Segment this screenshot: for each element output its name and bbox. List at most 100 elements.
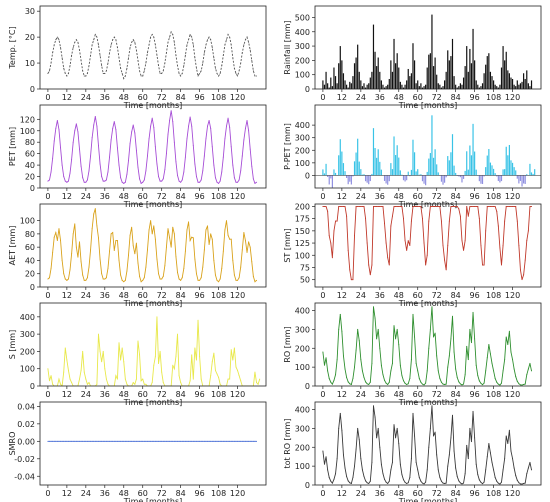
totro-point bbox=[512, 458, 514, 460]
temp-x-tick-label: 108 bbox=[211, 93, 226, 102]
ppet-bar bbox=[455, 172, 457, 176]
totro-point bbox=[388, 480, 390, 482]
temp-point bbox=[120, 67, 122, 69]
pet-x-tick-label: 36 bbox=[100, 192, 110, 201]
temp-x-tick-label: 72 bbox=[157, 93, 167, 102]
pet-point bbox=[123, 182, 125, 184]
st-point bbox=[459, 215, 461, 217]
temp-point bbox=[132, 39, 134, 41]
st-point bbox=[347, 249, 349, 251]
ro-point bbox=[433, 336, 435, 338]
aet-point bbox=[178, 278, 180, 280]
sm-point bbox=[243, 440, 245, 442]
ppet-bar bbox=[423, 175, 425, 184]
rainfall-bar bbox=[334, 76, 337, 89]
temp-point bbox=[69, 65, 71, 67]
ppet-bar bbox=[483, 175, 485, 177]
ro-point bbox=[485, 370, 487, 372]
ro-point bbox=[519, 384, 521, 386]
temp-point bbox=[80, 59, 82, 61]
sm-point bbox=[256, 440, 258, 442]
ro-point bbox=[366, 383, 368, 385]
totro-point bbox=[410, 458, 412, 460]
ppet-bar bbox=[352, 175, 354, 177]
pet-point bbox=[224, 138, 226, 140]
pet-point bbox=[244, 127, 246, 129]
sm-point bbox=[153, 440, 155, 442]
ppet-bar bbox=[418, 174, 420, 176]
ppet-bar bbox=[350, 175, 352, 185]
ppet-y-tick-label: 200 bbox=[295, 146, 310, 155]
ro-y-axis-label: RO [mm] bbox=[283, 326, 292, 362]
ro-point bbox=[406, 383, 408, 385]
rainfall-bar bbox=[363, 83, 365, 89]
temp-point bbox=[222, 54, 224, 56]
s-x-tick-label: 108 bbox=[211, 390, 226, 399]
st-point bbox=[338, 205, 340, 207]
ro-point bbox=[486, 357, 488, 359]
rainfall-bar bbox=[429, 53, 431, 89]
pet-point bbox=[102, 180, 104, 182]
ro-point bbox=[372, 306, 374, 308]
aet-point bbox=[172, 226, 174, 228]
aet-point bbox=[214, 274, 216, 276]
s-point bbox=[135, 378, 137, 380]
sm-point bbox=[132, 440, 134, 442]
aet-point bbox=[150, 220, 152, 222]
s-point bbox=[118, 342, 120, 344]
temp-point bbox=[177, 65, 178, 67]
st-point bbox=[395, 205, 397, 207]
sm-point bbox=[170, 440, 172, 442]
rainfall-bar bbox=[462, 77, 465, 89]
totro-point bbox=[350, 482, 352, 484]
st-point bbox=[428, 220, 430, 222]
totro-x-tick-label: 108 bbox=[486, 489, 501, 498]
pet-point bbox=[241, 155, 243, 157]
totro-point bbox=[433, 435, 435, 437]
temp-point bbox=[129, 47, 131, 48]
sm-x-axis-label: Time [months] bbox=[123, 497, 183, 502]
ppet-bar bbox=[508, 144, 510, 176]
rainfall-bar bbox=[440, 87, 443, 89]
pet-point bbox=[229, 126, 231, 128]
ppet-x-tick-label: 48 bbox=[394, 192, 404, 201]
st-point bbox=[358, 205, 360, 207]
totro-point bbox=[403, 479, 404, 481]
rainfall-bar bbox=[475, 80, 477, 89]
rainfall-bar bbox=[451, 38, 454, 89]
pet-point bbox=[169, 119, 171, 121]
st-point bbox=[420, 205, 422, 207]
totro-point bbox=[428, 446, 430, 448]
aet-point bbox=[211, 238, 213, 240]
sm-point bbox=[96, 440, 98, 442]
ppet-bar bbox=[507, 155, 509, 176]
rainfall-bar bbox=[325, 71, 327, 89]
ppet-bar bbox=[346, 175, 348, 178]
aet-point bbox=[251, 261, 253, 263]
totro-point bbox=[523, 482, 525, 484]
pet-y-tick-label: 100 bbox=[20, 127, 35, 136]
ro-point bbox=[328, 377, 330, 379]
pet-point bbox=[197, 181, 199, 183]
aet-point bbox=[232, 259, 234, 261]
ppet-bar bbox=[407, 171, 409, 176]
pet-point bbox=[80, 165, 82, 167]
temp-point bbox=[210, 39, 212, 41]
rainfall-bar bbox=[331, 86, 333, 89]
pet-point bbox=[172, 121, 174, 123]
ro-point bbox=[363, 377, 365, 379]
totro-y-tick-label: 300 bbox=[295, 424, 310, 433]
rainfall-bar bbox=[499, 84, 501, 89]
sm-point bbox=[181, 440, 183, 442]
temp-point bbox=[77, 41, 79, 43]
ro-point bbox=[461, 384, 463, 386]
totro-point bbox=[339, 412, 341, 414]
aet-point bbox=[162, 275, 164, 277]
pet-point bbox=[112, 127, 114, 129]
rainfall-bar bbox=[461, 84, 463, 89]
sm-point bbox=[154, 440, 156, 442]
aet-point bbox=[47, 278, 49, 280]
aet-point bbox=[109, 250, 111, 252]
pet-point bbox=[48, 179, 50, 181]
aet-point bbox=[230, 238, 232, 240]
